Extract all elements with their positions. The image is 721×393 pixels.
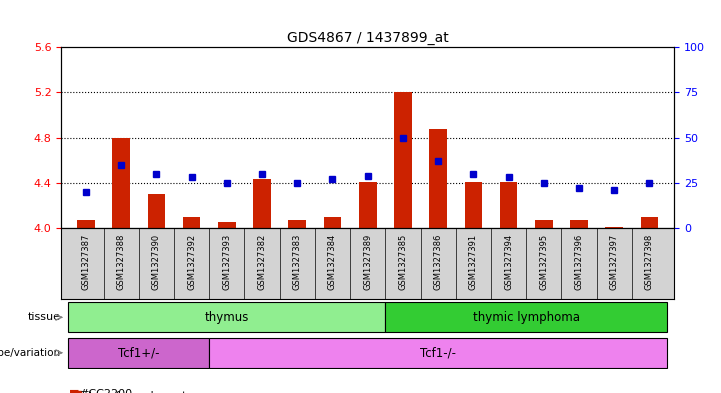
Text: tissue: tissue	[27, 312, 61, 322]
Text: GSM1327398: GSM1327398	[645, 233, 654, 290]
Text: GSM1327393: GSM1327393	[222, 233, 231, 290]
Bar	[209, 338, 667, 368]
Bar	[641, 217, 658, 228]
Text: Tcf1-/-: Tcf1-/-	[420, 346, 456, 359]
Bar	[68, 302, 385, 332]
Text: thymus: thymus	[205, 311, 249, 324]
Bar	[288, 220, 306, 228]
Bar	[500, 182, 518, 228]
Text: Tcf1+/-: Tcf1+/-	[118, 346, 159, 359]
Legend: transformed count, percentile rank within the sample: transformed count, percentile rank withi…	[66, 386, 270, 393]
Bar	[535, 220, 552, 228]
Bar	[385, 302, 667, 332]
Bar	[218, 222, 236, 228]
Bar	[77, 220, 94, 228]
Bar	[570, 220, 588, 228]
Text: GSM1327389: GSM1327389	[363, 233, 372, 290]
Text: GSM1327383: GSM1327383	[293, 233, 302, 290]
Bar	[253, 179, 271, 228]
Text: ■: ■	[68, 389, 79, 393]
Bar	[429, 129, 447, 228]
Text: GSM1327391: GSM1327391	[469, 233, 478, 290]
Text: GSM1327395: GSM1327395	[539, 233, 548, 290]
Text: GSM1327386: GSM1327386	[433, 233, 443, 290]
Bar	[394, 92, 412, 228]
Bar	[359, 182, 376, 228]
Text: thymic lymphoma: thymic lymphoma	[473, 311, 580, 324]
Bar	[324, 217, 341, 228]
Text: GSM1327392: GSM1327392	[187, 233, 196, 290]
Bar	[183, 217, 200, 228]
Text: genotype/variation: genotype/variation	[0, 348, 61, 358]
Bar	[464, 182, 482, 228]
Text: GSM1327396: GSM1327396	[575, 233, 583, 290]
Bar	[112, 138, 130, 228]
Text: GSM1327390: GSM1327390	[152, 233, 161, 290]
Bar	[606, 227, 623, 228]
Text: GSM1327387: GSM1327387	[81, 233, 90, 290]
Bar	[68, 338, 209, 368]
Text: GSM1327397: GSM1327397	[610, 233, 619, 290]
Text: #CC2200: #CC2200	[79, 389, 133, 393]
Text: GSM1327384: GSM1327384	[328, 233, 337, 290]
Text: GSM1327394: GSM1327394	[504, 233, 513, 290]
Text: GSM1327388: GSM1327388	[117, 233, 125, 290]
Title: GDS4867 / 1437899_at: GDS4867 / 1437899_at	[287, 31, 448, 45]
Text: GSM1327382: GSM1327382	[257, 233, 267, 290]
Text: GSM1327385: GSM1327385	[399, 233, 407, 290]
Bar	[148, 194, 165, 228]
